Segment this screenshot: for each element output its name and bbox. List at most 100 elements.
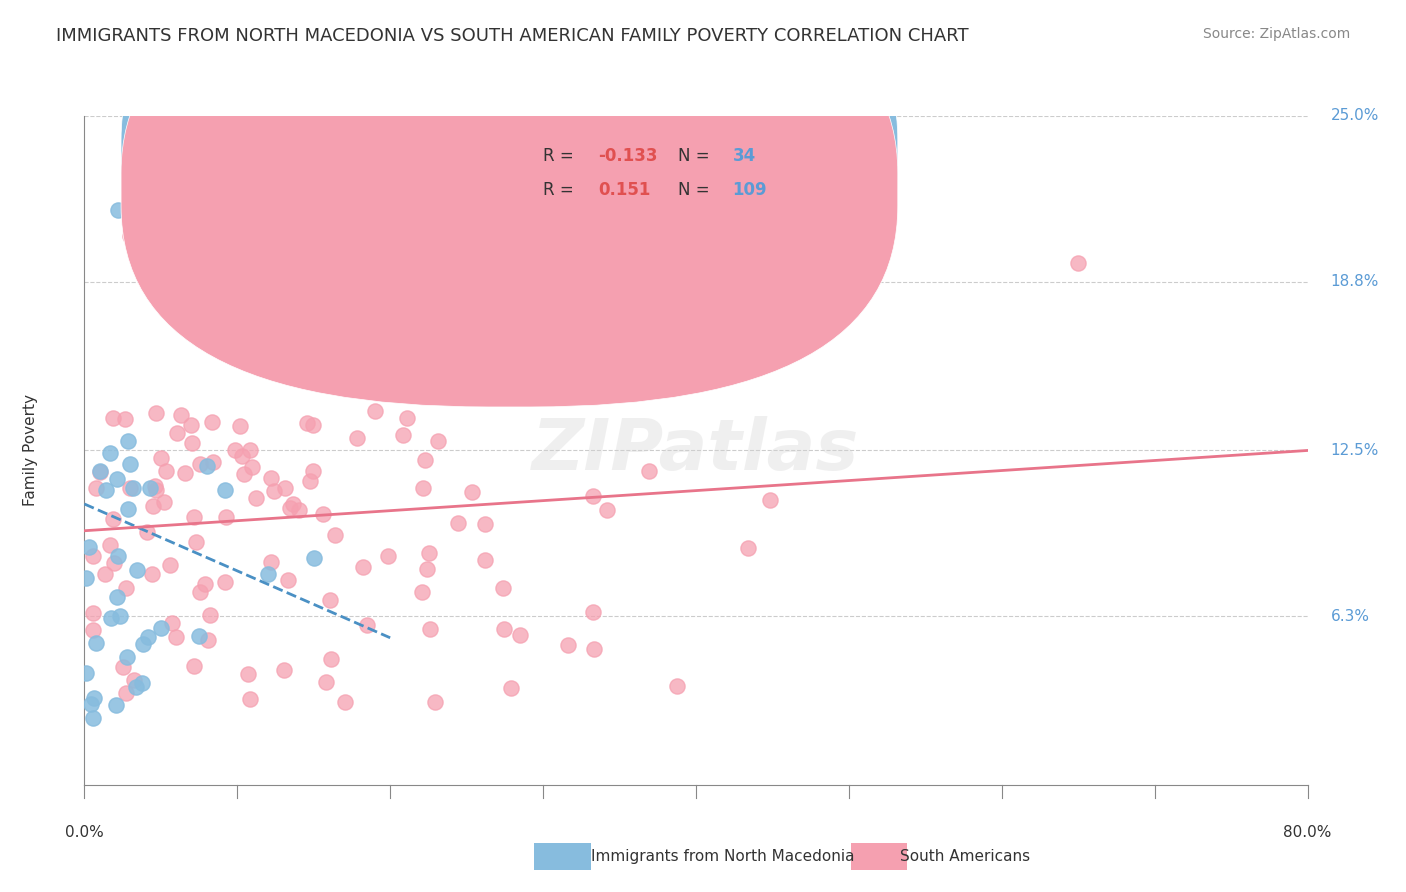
Point	[273, 481, 295, 495]
Text: Family Poverty: Family Poverty	[24, 394, 38, 507]
Point	[1067, 256, 1090, 270]
Point	[107, 549, 129, 563]
Point	[419, 623, 441, 637]
Point	[139, 481, 162, 495]
Point	[93, 567, 115, 582]
Point	[120, 457, 142, 471]
Text: 0.0%: 0.0%	[65, 825, 104, 840]
Point	[418, 546, 440, 560]
Point	[180, 435, 202, 450]
Text: N =: N =	[678, 180, 714, 199]
Point	[183, 509, 205, 524]
Point	[142, 499, 165, 513]
Point	[112, 660, 135, 674]
Point	[396, 411, 419, 425]
Point	[162, 616, 184, 631]
Point	[637, 464, 659, 478]
Point	[170, 408, 193, 422]
Point	[194, 577, 217, 591]
Point	[665, 679, 688, 693]
Text: ZIPatlas: ZIPatlas	[533, 416, 859, 485]
Point	[416, 562, 439, 576]
Point	[412, 481, 434, 495]
Point	[392, 428, 415, 442]
Point	[245, 491, 267, 505]
Point	[288, 503, 311, 517]
Point	[239, 692, 262, 706]
Text: 25.0%: 25.0%	[1330, 109, 1379, 123]
Point	[75, 665, 97, 680]
Point	[278, 501, 301, 516]
Point	[195, 458, 218, 473]
Point	[312, 507, 335, 521]
Point	[94, 483, 117, 497]
Point	[474, 517, 496, 532]
Point	[356, 617, 378, 632]
Point	[84, 481, 107, 495]
Point	[609, 323, 631, 337]
Point	[100, 611, 122, 625]
Point	[260, 555, 283, 569]
Point	[200, 607, 222, 622]
Point	[83, 690, 105, 705]
Point	[82, 549, 104, 564]
Point	[737, 541, 759, 555]
Point	[257, 567, 280, 582]
Point	[423, 695, 446, 709]
Point	[377, 549, 399, 564]
Point	[105, 472, 128, 486]
Point	[110, 608, 132, 623]
Point	[136, 524, 159, 539]
Point	[302, 550, 325, 565]
Point	[125, 680, 148, 694]
Text: R =: R =	[543, 147, 579, 165]
Point	[346, 431, 368, 445]
Point	[364, 404, 387, 418]
Point	[180, 417, 202, 432]
Text: South Americans: South Americans	[900, 849, 1031, 863]
Point	[101, 411, 124, 425]
Point	[295, 416, 318, 430]
Point	[82, 606, 104, 620]
Point	[166, 426, 188, 441]
Text: -0.133: -0.133	[598, 147, 658, 165]
Point	[165, 630, 187, 644]
Point	[118, 482, 141, 496]
Point	[136, 631, 159, 645]
Point	[240, 460, 263, 475]
Point	[145, 483, 167, 497]
Point	[492, 581, 515, 595]
Point	[80, 697, 103, 711]
Point	[474, 553, 496, 567]
Point	[277, 573, 299, 587]
Point	[77, 540, 100, 554]
Point	[232, 467, 254, 482]
Point	[302, 417, 325, 432]
Point	[492, 622, 515, 636]
Point	[120, 229, 142, 244]
Point	[214, 574, 236, 589]
Point	[260, 471, 283, 485]
Point	[84, 636, 107, 650]
Point	[150, 621, 173, 635]
Point	[100, 446, 122, 460]
Point	[509, 628, 531, 642]
Text: IMMIGRANTS FROM NORTH MACEDONIA VS SOUTH AMERICAN FAMILY POVERTY CORRELATION CHA: IMMIGRANTS FROM NORTH MACEDONIA VS SOUTH…	[56, 27, 969, 45]
Point	[143, 479, 166, 493]
Point	[131, 676, 153, 690]
Point	[159, 558, 181, 572]
Point	[145, 406, 167, 420]
Point	[150, 450, 173, 465]
FancyBboxPatch shape	[121, 0, 898, 374]
Point	[89, 464, 111, 478]
Point	[75, 571, 97, 585]
Text: Source: ZipAtlas.com: Source: ZipAtlas.com	[1202, 27, 1350, 41]
Point	[152, 494, 174, 508]
Point	[115, 685, 138, 699]
Text: 109: 109	[733, 180, 768, 199]
Text: 18.8%: 18.8%	[1330, 275, 1379, 289]
Point	[582, 641, 605, 656]
Point	[117, 502, 139, 516]
Point	[273, 663, 295, 677]
Point	[132, 637, 155, 651]
